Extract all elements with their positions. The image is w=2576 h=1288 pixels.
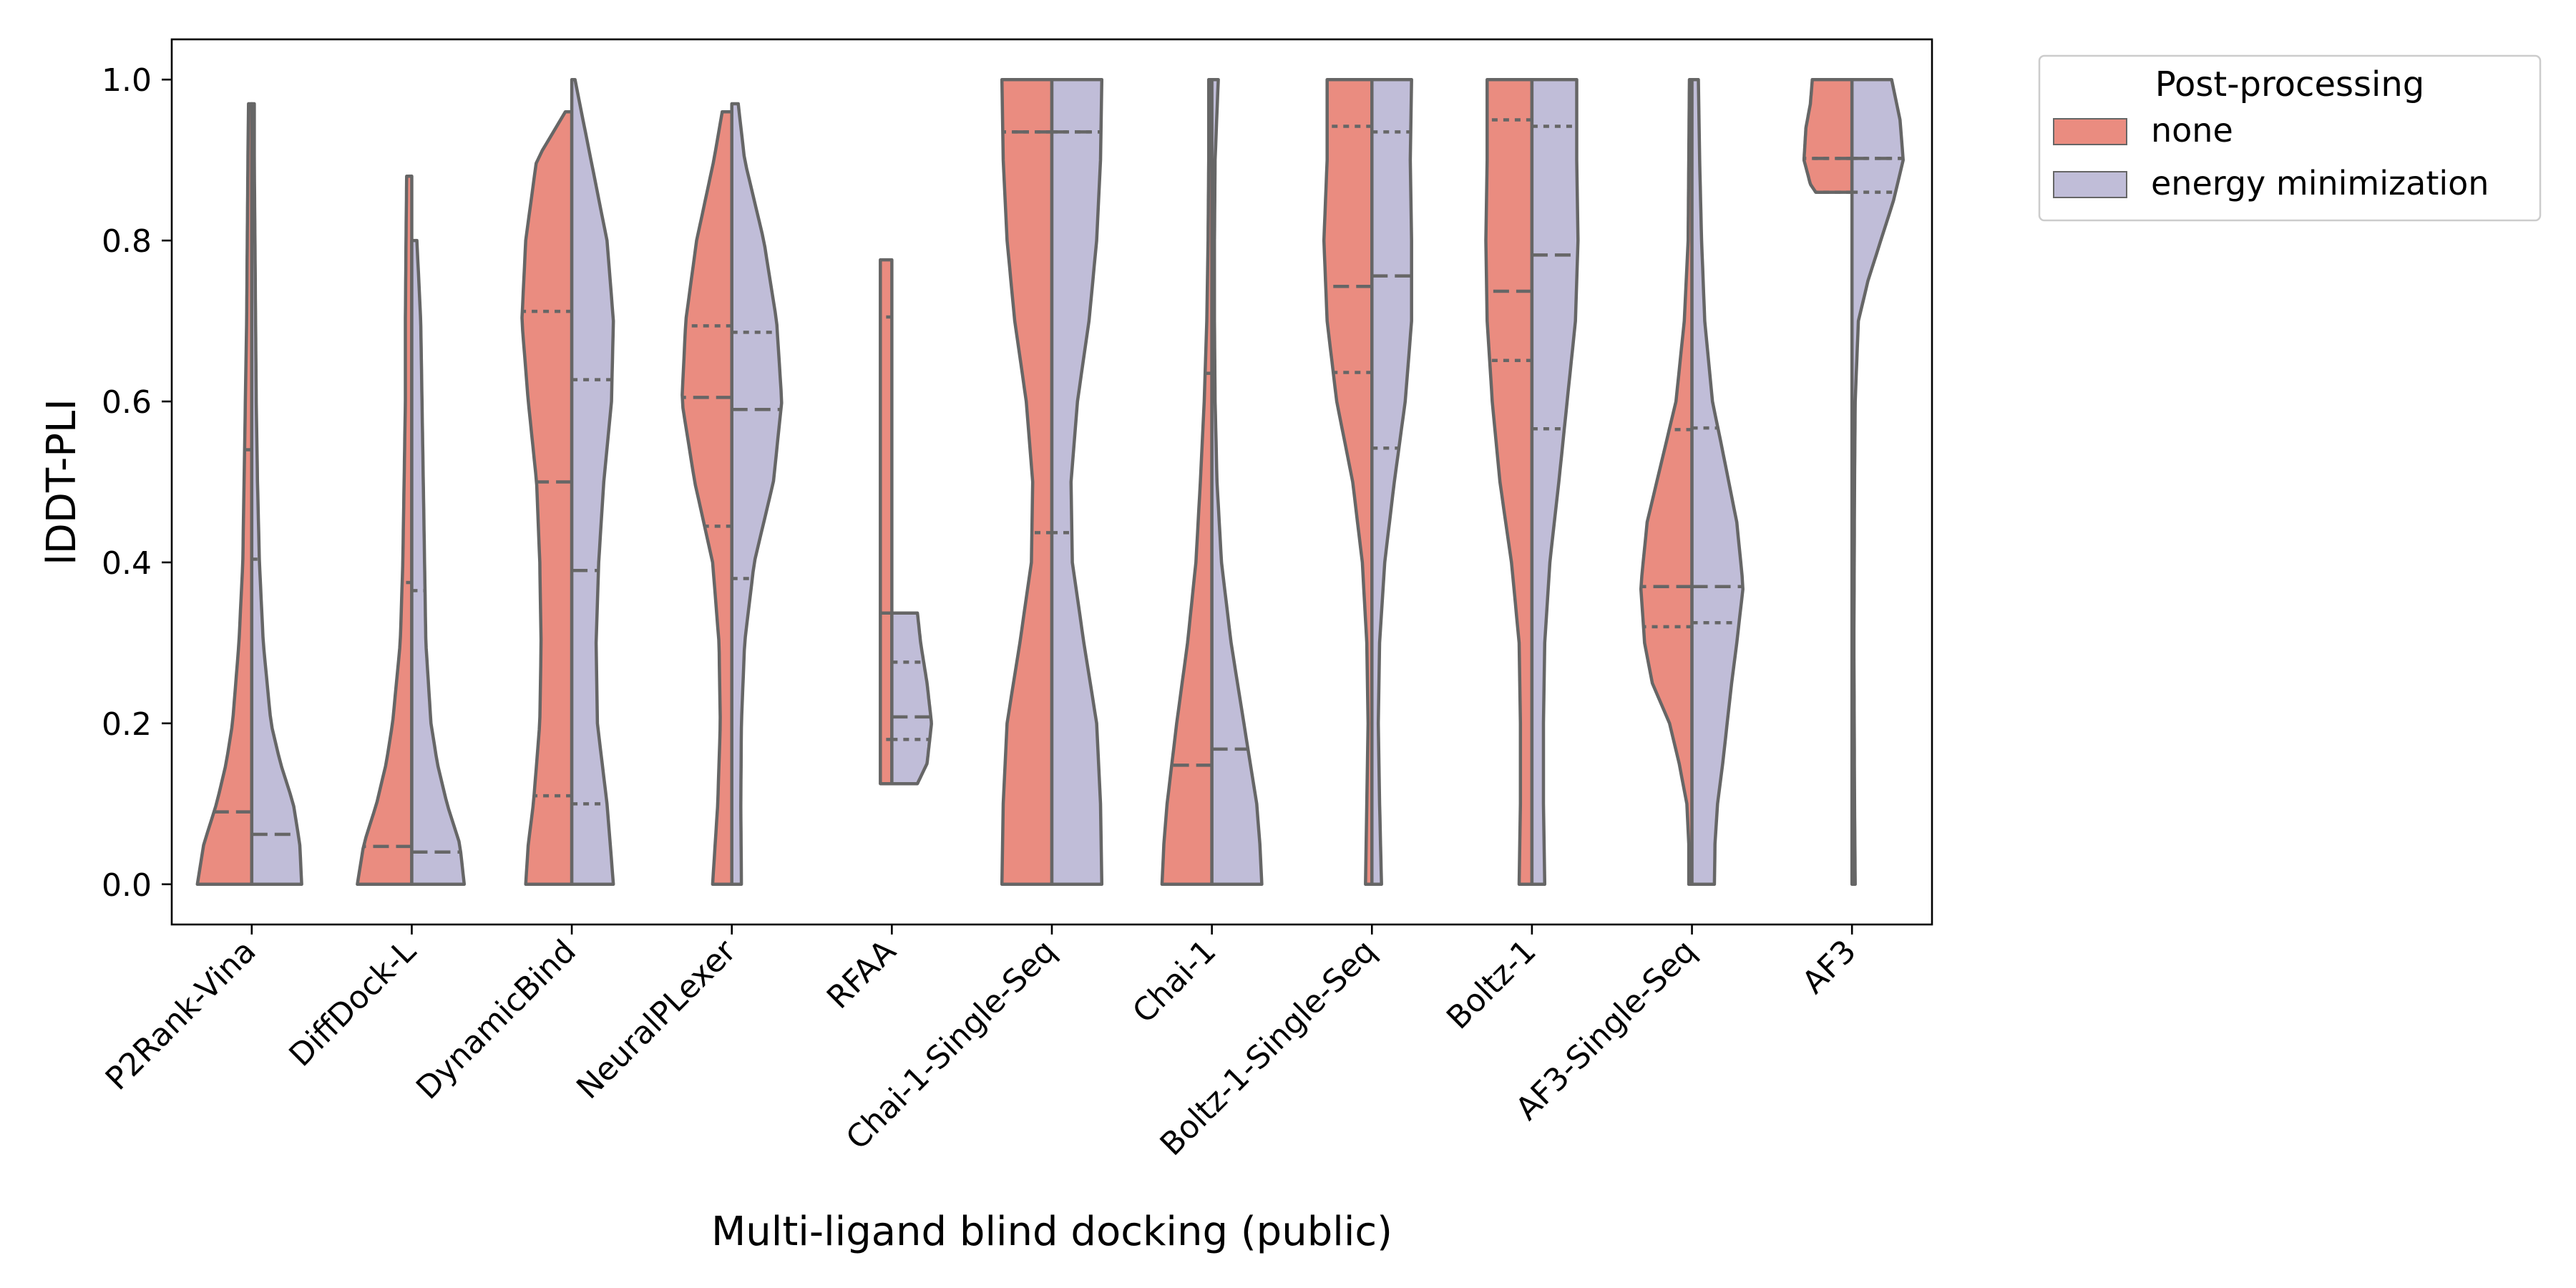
legend-title: Post-processing [2155,64,2424,104]
violin-body [195,102,254,887]
violin-half-none-8 [1484,77,1534,887]
legend: Post-processing none energy minimization [2038,54,2542,222]
violin-body [1210,77,1264,887]
violin-half-energy-minimization-5 [1050,77,1104,887]
violin-half-none-10 [1802,77,1854,194]
violin-body [1000,77,1054,887]
violin-body [1370,77,1413,887]
violin-half-energy-minimization-1 [410,238,467,887]
violin-body [1690,77,1745,887]
violin-half-energy-minimization-10 [1850,77,1905,887]
legend-swatch [2053,118,2127,145]
y-tick-label: 0.8 [102,223,152,260]
violin-half-none-9 [1639,77,1694,887]
violin-half-energy-minimization-7 [1370,77,1413,887]
violin-layer [195,77,1905,887]
violin-half-none-2 [520,109,574,887]
violin-body [410,238,467,887]
legend-label: energy minimization [2151,164,2489,203]
legend-frame [2038,54,2542,222]
violin-body [890,611,933,786]
y-tick-label: 0.6 [102,384,152,421]
violin-half-none-7 [1322,77,1374,887]
y-axis-label: lDDT-PLI [39,399,85,565]
violin-body [879,258,894,786]
violin-half-none-5 [1000,77,1054,887]
violin-half-energy-minimization-8 [1530,77,1580,887]
violin-half-none-4 [879,258,894,786]
violin-half-energy-minimization-4 [890,611,933,786]
violin-body [520,109,574,887]
legend-items: none energy minimization [2053,111,2489,203]
violin-half-energy-minimization-0 [250,102,303,887]
violin-body [1160,77,1214,887]
violin-body [730,102,784,887]
violin-half-energy-minimization-6 [1210,77,1264,887]
y-tick-label: 0.2 [102,706,152,743]
violin-body [1322,77,1374,887]
y-tick-label: 0.0 [102,867,152,904]
violin-body [1484,77,1534,887]
violin-body [250,102,303,887]
violin-half-energy-minimization-9 [1690,77,1745,887]
violin-body [680,109,733,887]
violin-body [1639,77,1694,887]
violin-half-energy-minimization-3 [730,102,784,887]
legend-label: none [2151,111,2233,150]
violin-body [356,174,414,887]
violin-body [1530,77,1580,887]
y-tick-label: 0.4 [102,545,152,582]
violin-body [570,77,615,887]
y-axis: 0.0 0.2 0.4 0.6 0.8 1.0 [102,62,172,904]
violin-half-none-3 [680,109,733,887]
violin-body [1850,77,1905,887]
y-tick-label: 1.0 [102,62,152,99]
violin-body [1050,77,1104,887]
violin-half-energy-minimization-2 [570,77,615,887]
x-axis-label: Multi-ligand blind docking (public) [711,1209,1392,1255]
legend-swatch [2053,171,2127,198]
violin-body [1802,77,1854,194]
